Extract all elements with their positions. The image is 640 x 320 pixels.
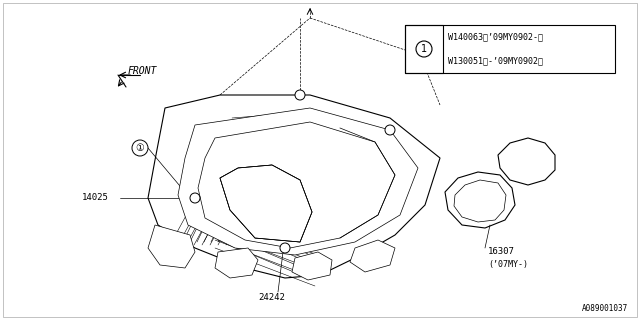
Text: 1: 1 — [421, 44, 427, 54]
Text: 16307: 16307 — [488, 247, 515, 257]
Polygon shape — [454, 180, 506, 222]
Polygon shape — [220, 165, 312, 242]
Polygon shape — [148, 95, 440, 278]
Text: 14025: 14025 — [82, 194, 109, 203]
Circle shape — [385, 125, 395, 135]
Text: 24242: 24242 — [259, 293, 285, 302]
Polygon shape — [220, 165, 312, 242]
Polygon shape — [198, 122, 395, 248]
Circle shape — [295, 90, 305, 100]
Text: (’07MY-): (’07MY-) — [488, 260, 528, 269]
Bar — [405, 25, 615, 73]
Circle shape — [132, 140, 148, 156]
Polygon shape — [350, 240, 395, 272]
Text: W140063（’09MY0902-）: W140063（’09MY0902-） — [448, 33, 543, 42]
Circle shape — [280, 243, 290, 253]
Polygon shape — [498, 138, 555, 185]
Circle shape — [190, 193, 200, 203]
Bar — [405, 25, 443, 73]
Text: W130051（-’09MY0902）: W130051（-’09MY0902） — [448, 57, 543, 66]
Text: ①: ① — [136, 143, 145, 153]
Polygon shape — [215, 248, 258, 278]
Polygon shape — [292, 252, 332, 280]
Polygon shape — [148, 225, 195, 268]
Polygon shape — [178, 108, 418, 255]
Text: FRONT: FRONT — [128, 66, 157, 76]
Polygon shape — [445, 172, 515, 228]
Text: A089001037: A089001037 — [582, 304, 628, 313]
